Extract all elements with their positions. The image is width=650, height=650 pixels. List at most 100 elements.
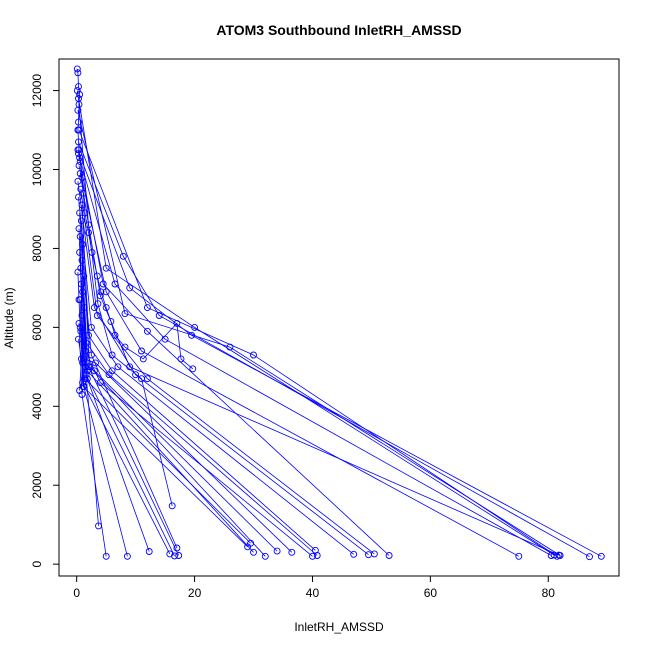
data-point xyxy=(76,387,84,394)
data-point xyxy=(515,552,523,560)
series-line xyxy=(79,236,278,552)
data-point xyxy=(78,312,86,319)
data-point xyxy=(96,292,104,300)
data-point xyxy=(75,83,82,91)
data-point xyxy=(79,241,87,248)
series-line xyxy=(79,299,171,555)
data-point xyxy=(74,69,82,77)
data-point xyxy=(79,379,87,387)
x-tick-label: 20 xyxy=(188,586,202,600)
series-layer xyxy=(73,65,605,561)
data-point xyxy=(121,310,129,318)
data-point xyxy=(250,548,257,556)
data-point xyxy=(273,547,281,555)
series-line xyxy=(78,129,558,557)
data-point xyxy=(93,312,101,319)
data-point xyxy=(97,288,105,296)
data-point xyxy=(155,312,163,319)
y-tick-label: 10000 xyxy=(30,152,44,186)
data-point xyxy=(74,146,82,154)
x-tick-label: 40 xyxy=(306,586,320,600)
data-point xyxy=(75,335,82,343)
data-point xyxy=(80,272,88,280)
series-line xyxy=(78,165,519,557)
series-line xyxy=(76,90,555,556)
data-point xyxy=(75,118,82,126)
data-point xyxy=(119,252,127,260)
data-point xyxy=(111,280,119,288)
data-point xyxy=(171,552,178,560)
data-point xyxy=(80,383,88,391)
data-point xyxy=(597,552,605,560)
data-point xyxy=(74,177,82,185)
data-point xyxy=(75,225,83,233)
series-line xyxy=(81,283,180,556)
data-point xyxy=(313,552,321,559)
series-line xyxy=(77,149,602,557)
series-line xyxy=(79,173,560,556)
data-point xyxy=(350,550,358,558)
data-point xyxy=(77,185,85,193)
x-tick-label: 0 xyxy=(73,586,80,600)
y-tick-label: 0 xyxy=(30,561,44,568)
y-axis-label: Altitude (m) xyxy=(2,287,16,348)
data-point xyxy=(139,355,147,363)
data-point xyxy=(143,327,151,335)
data-point xyxy=(74,106,82,114)
data-point xyxy=(547,552,555,559)
data-point xyxy=(586,553,593,561)
data-point xyxy=(555,551,563,559)
data-point xyxy=(78,391,86,398)
data-point xyxy=(73,65,81,73)
data-point xyxy=(79,288,87,296)
data-point xyxy=(92,359,99,367)
data-point xyxy=(77,355,85,363)
data-point xyxy=(102,552,110,560)
x-tick-label: 60 xyxy=(424,586,438,600)
data-point xyxy=(175,552,183,559)
data-point xyxy=(166,550,174,558)
data-point xyxy=(261,552,269,560)
data-point xyxy=(80,304,88,312)
y-tick-label: 4000 xyxy=(30,393,44,420)
series-line xyxy=(81,220,313,557)
chart-title: ATOM3 Southbound InletRH_AMSSD xyxy=(216,22,461,38)
data-point xyxy=(143,375,151,383)
data-point xyxy=(102,264,110,272)
data-point xyxy=(74,268,82,276)
data-point xyxy=(75,162,83,170)
y-tick-label: 12000 xyxy=(30,74,44,108)
series-line xyxy=(79,157,552,556)
data-point xyxy=(75,319,83,327)
data-point xyxy=(75,296,83,304)
data-point xyxy=(75,138,82,146)
data-point xyxy=(370,550,378,558)
data-point xyxy=(126,363,134,371)
series-line xyxy=(80,331,99,526)
data-point xyxy=(75,126,83,134)
data-point xyxy=(75,193,82,201)
data-point xyxy=(76,233,84,241)
series-line xyxy=(82,291,175,557)
series-line xyxy=(80,189,375,555)
y-tick-label: 8000 xyxy=(30,235,44,262)
x-axis-label: InletRH_AMSSD xyxy=(294,620,384,634)
data-point xyxy=(143,304,151,312)
data-point xyxy=(188,331,196,339)
x-tick-label: 80 xyxy=(542,586,556,600)
data-point xyxy=(76,323,84,331)
series-line xyxy=(78,339,82,391)
data-point xyxy=(76,248,84,256)
data-point xyxy=(309,552,316,560)
data-point xyxy=(250,351,257,359)
data-point xyxy=(132,371,140,379)
plot-frame xyxy=(58,58,620,577)
series-line xyxy=(83,276,178,549)
data-point xyxy=(138,347,145,355)
data-point xyxy=(107,317,115,325)
y-tick-label: 2000 xyxy=(30,472,44,499)
data-point xyxy=(114,363,122,371)
data-point xyxy=(168,502,176,510)
data-point xyxy=(73,87,81,95)
